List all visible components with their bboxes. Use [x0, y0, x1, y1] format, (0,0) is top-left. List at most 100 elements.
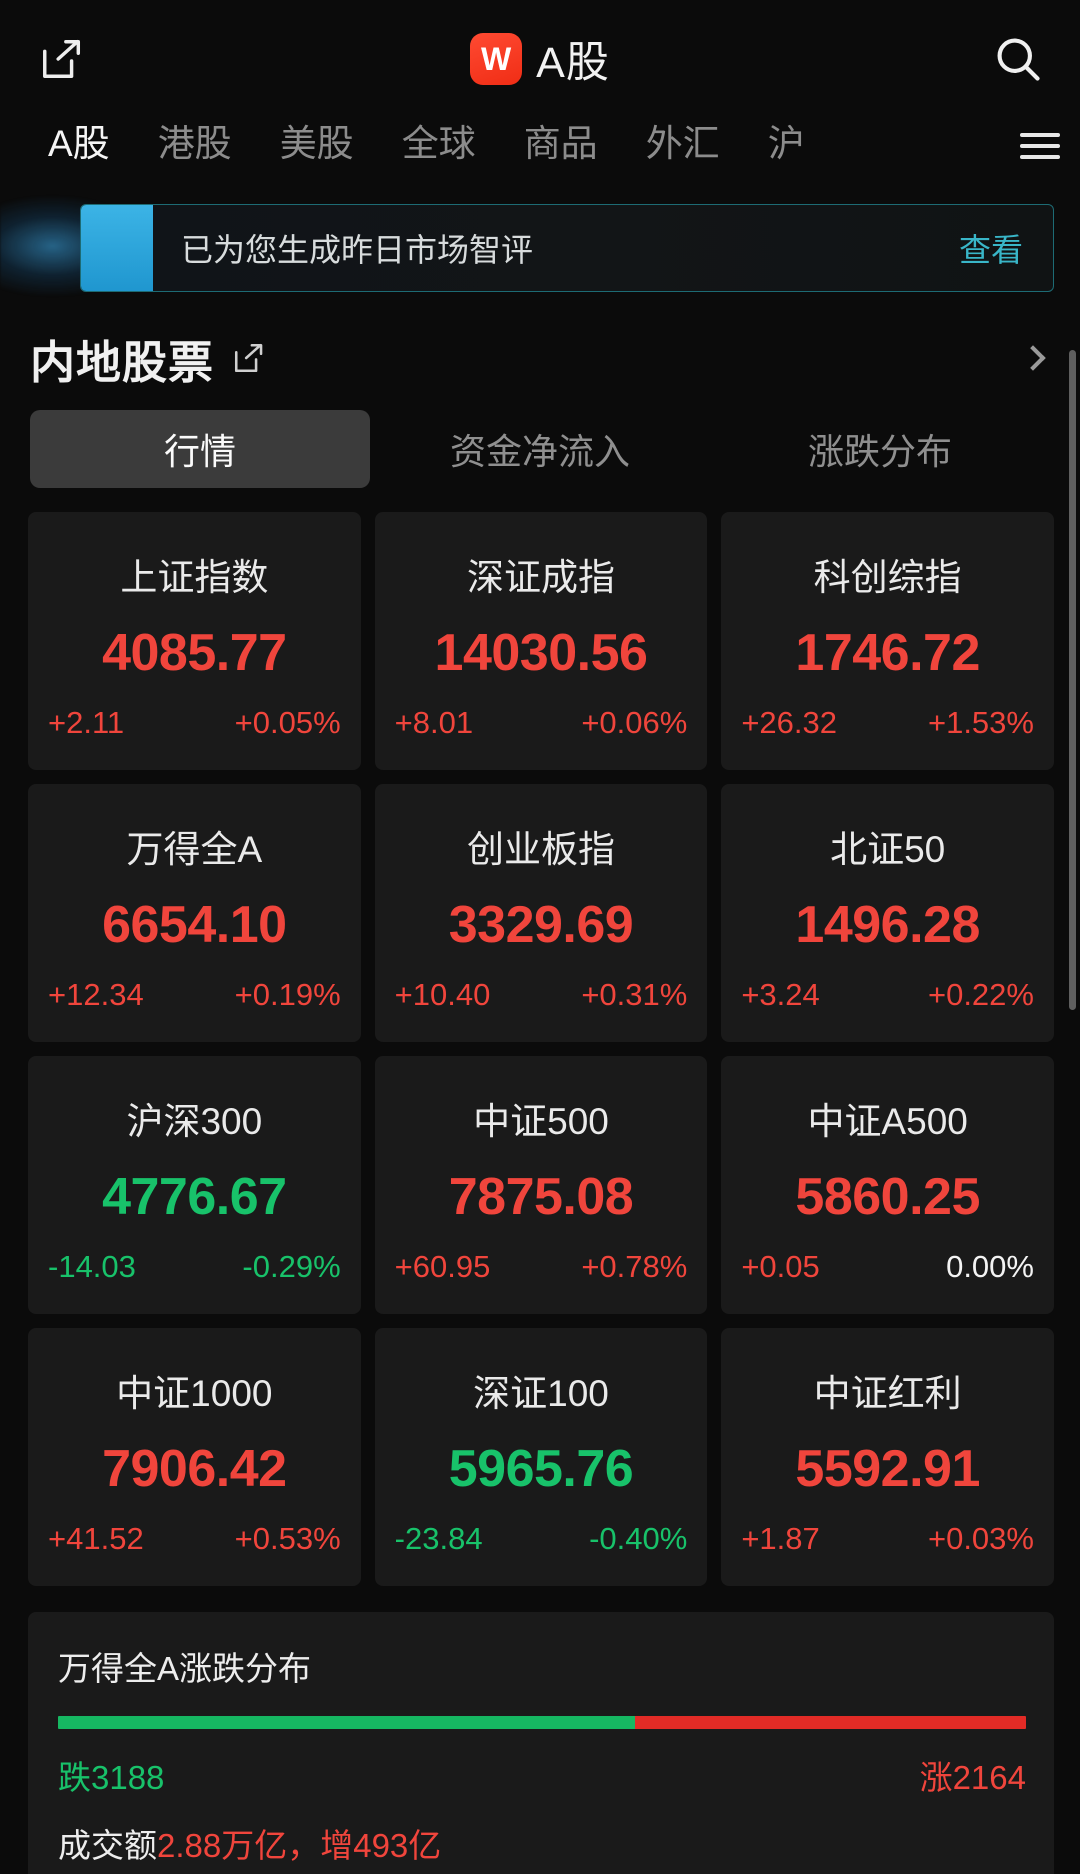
index-change-pct: +0.22% [927, 977, 1034, 1012]
menu-bar-3 [1020, 155, 1060, 159]
menu-bar-1 [1020, 133, 1060, 137]
index-value: 6654.10 [102, 896, 287, 954]
index-deltas: +26.32 +1.53% [721, 705, 1054, 741]
index-deltas: +8.01 +0.06% [375, 705, 708, 741]
index-name: 深证成指 [466, 557, 615, 598]
index-value: 3329.69 [448, 896, 634, 954]
index-change: -23.84 [394, 1521, 483, 1556]
distribution-bar-decliners [58, 1716, 635, 1729]
advancers-count: 涨2164 [919, 1759, 1026, 1796]
index-name: 万得全A [126, 829, 263, 870]
turnover-line: 成交额2.88万亿，增493亿 [58, 1819, 1026, 1867]
index-change: +1.87 [741, 1521, 820, 1556]
header-title-group: W A股 [0, 28, 1080, 90]
index-change: +12.34 [48, 977, 144, 1012]
tab-us-shares[interactable]: 美股 [279, 123, 354, 164]
tab-hk-shares[interactable]: 港股 [157, 123, 232, 164]
distribution-bar [58, 1716, 1026, 1729]
index-card[interactable]: 中证500 7875.08 +60.95 +0.78% [374, 1056, 708, 1314]
market-tabbar: A股 港股 美股 全球 商品 外汇 沪 [0, 118, 1080, 190]
index-name: 科创综指 [813, 557, 962, 598]
ai-report-banner-wrap: 已为您生成昨日市场智评 查看 [0, 190, 1080, 306]
distribution-title: 万得全A涨跌分布 [58, 1650, 312, 1687]
share-icon[interactable] [30, 27, 94, 91]
index-name: 深证100 [473, 1373, 609, 1414]
index-change-pct: +0.03% [927, 1521, 1034, 1556]
index-value: 5965.76 [448, 1440, 634, 1498]
index-change-pct: +0.05% [234, 705, 341, 740]
index-change-pct: +0.78% [581, 1249, 688, 1284]
turnover-value: 2.88万亿，增493亿 [157, 1827, 442, 1864]
page-scrollbar[interactable] [1069, 350, 1076, 1010]
banner-text: 已为您生成昨日市场智评 [181, 232, 534, 268]
tab-global[interactable]: 全球 [401, 123, 476, 164]
index-deltas: +2.11 +0.05% [28, 705, 361, 741]
index-change: +3.24 [741, 977, 820, 1012]
index-name: 沪深300 [126, 1101, 263, 1142]
index-change: +60.95 [394, 1249, 491, 1284]
ai-report-banner[interactable]: 已为您生成昨日市场智评 查看 [80, 204, 1054, 292]
tab-commodities[interactable]: 商品 [523, 123, 598, 164]
index-change-pct: +0.06% [581, 705, 688, 740]
tab-a-shares[interactable]: A股 [24, 118, 134, 170]
index-deltas: +10.40 +0.31% [375, 977, 708, 1013]
index-value: 5592.91 [795, 1440, 980, 1498]
section-subtabs: 行情 资金净流入 涨跌分布 [0, 410, 1080, 504]
index-card[interactable]: 北证50 1496.28 +3.24 +0.22% [721, 784, 1054, 1042]
index-card[interactable]: 科创综指 1746.72 +26.32 +1.53% [721, 512, 1054, 770]
index-change-pct: +0.53% [234, 1521, 341, 1556]
index-card[interactable]: 上证指数 4085.77 +2.11 +0.05% [28, 512, 361, 770]
decliners-count: 跌3188 [58, 1759, 165, 1796]
hamburger-menu-icon[interactable] [1000, 118, 1080, 174]
index-name: 上证指数 [120, 557, 269, 598]
index-change-pct: +0.19% [234, 977, 341, 1012]
index-change: +8.01 [394, 705, 474, 740]
index-value: 1746.72 [795, 624, 980, 682]
index-deltas: -23.84 -0.40% [375, 1521, 708, 1557]
index-card[interactable]: 沪深300 4776.67 -14.03 -0.29% [28, 1056, 361, 1314]
index-change: +10.40 [394, 977, 491, 1012]
subtab-gainers-losers[interactable]: 涨跌分布 [807, 431, 952, 472]
share-icon[interactable] [232, 341, 266, 375]
subtab-net-inflow[interactable]: 资金净流入 [449, 431, 630, 472]
index-value: 5860.25 [795, 1168, 980, 1226]
subtab-quotes[interactable]: 行情 [30, 410, 370, 488]
banner-accent-block [81, 205, 153, 291]
section-header: 内地股票 [0, 306, 1080, 410]
index-deltas: +60.95 +0.78% [375, 1249, 708, 1285]
app-header: W A股 [0, 0, 1080, 118]
index-value: 7875.08 [448, 1168, 634, 1226]
index-value: 14030.56 [434, 624, 648, 682]
index-card[interactable]: 深证100 5965.76 -23.84 -0.40% [374, 1328, 708, 1586]
index-card[interactable]: 中证A500 5860.25 +0.05 0.00% [721, 1056, 1054, 1314]
turnover-label: 成交额 [58, 1827, 157, 1864]
index-name: 中证1000 [116, 1373, 273, 1414]
index-change: +0.05 [741, 1249, 820, 1284]
index-deltas: -14.03 -0.29% [28, 1249, 361, 1285]
tab-forex[interactable]: 外汇 [645, 123, 720, 164]
index-deltas: +3.24 +0.22% [721, 977, 1054, 1013]
index-change-pct: +1.53% [927, 705, 1034, 740]
index-name: 中证A500 [807, 1101, 968, 1142]
banner-view-link[interactable]: 查看 [958, 232, 1023, 268]
index-change-pct: +0.31% [581, 977, 688, 1012]
index-name: 北证50 [830, 829, 946, 870]
index-change: +26.32 [741, 705, 838, 740]
index-card[interactable]: 创业板指 3329.69 +10.40 +0.31% [374, 784, 708, 1042]
index-change: +41.52 [48, 1521, 144, 1556]
section-title: 内地股票 [30, 336, 215, 388]
index-value: 4776.67 [102, 1168, 287, 1226]
tab-shanghai[interactable]: 沪 [767, 123, 805, 164]
chevron-right-icon[interactable] [1020, 345, 1046, 371]
market-tabs-scroll[interactable]: A股 港股 美股 全球 商品 外汇 沪 [24, 118, 1000, 170]
breadth-distribution-panel[interactable]: 万得全A涨跌分布 跌3188 涨2164 成交额2.88万亿，增493亿 [28, 1612, 1054, 1874]
index-change-pct: 0.00% [946, 1249, 1034, 1284]
index-deltas: +41.52 +0.53% [28, 1521, 361, 1557]
search-icon[interactable] [986, 27, 1050, 91]
index-value: 1496.28 [795, 896, 980, 954]
index-card[interactable]: 万得全A 6654.10 +12.34 +0.19% [28, 784, 361, 1042]
index-card[interactable]: 深证成指 14030.56 +8.01 +0.06% [374, 512, 708, 770]
index-card[interactable]: 中证红利 5592.91 +1.87 +0.03% [721, 1328, 1054, 1586]
index-card[interactable]: 中证1000 7906.42 +41.52 +0.53% [28, 1328, 361, 1586]
